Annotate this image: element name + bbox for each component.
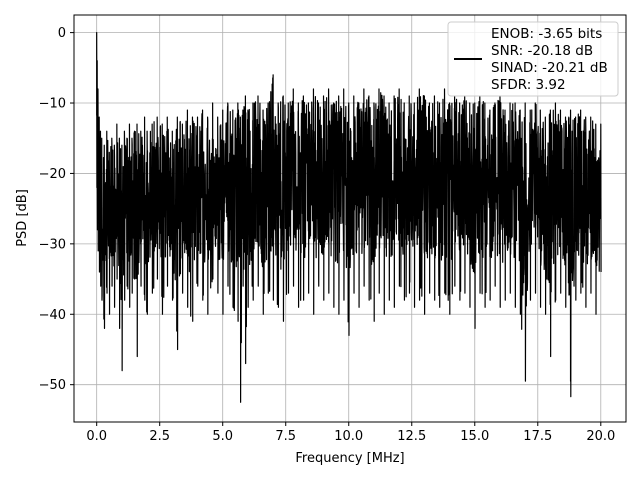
x-tick-label: 0.0 [86,429,107,444]
x-tick-label: 10.0 [334,429,363,444]
legend-entry-enob: ENOB: -3.65 bits [491,26,602,42]
x-tick-label: 17.5 [523,429,552,444]
y-tick-label: 0 [58,26,66,41]
x-tick-label: 7.5 [275,429,296,444]
psd-trace [96,32,602,403]
legend-entry-sfdr: SFDR: 3.92 [491,77,566,93]
y-tick-label: −20 [39,167,66,182]
x-axis-ticks: 0.0 2.5 5.0 7.5 10.0 12.5 15.0 17.5 20.0 [86,422,615,444]
y-axis-ticks: 0 −10 −20 −30 −40 −50 [39,26,74,393]
y-tick-label: −50 [39,378,66,393]
x-tick-label: 20.0 [586,429,615,444]
legend-entry-sinad: SINAD: -20.21 dB [491,60,608,76]
psd-series-line [96,32,602,403]
axes-frame [73,14,627,423]
x-axis-label: Frequency [MHz] [295,451,404,466]
x-tick-label: 15.0 [460,429,489,444]
y-tick-label: −40 [39,308,66,323]
y-tick-label: −10 [39,97,66,112]
y-axis-label: PSD [dB] [15,189,30,247]
x-tick-label: 5.0 [212,429,233,444]
legend-box [447,21,619,97]
x-tick-label: 12.5 [397,429,426,444]
x-tick-label: 2.5 [149,429,170,444]
y-tick-label: −30 [39,237,66,252]
legend: ENOB: -3.65 bits SNR: -20.18 dB SINAD: -… [447,21,619,97]
legend-entry-snr: SNR: -20.18 dB [491,43,593,59]
